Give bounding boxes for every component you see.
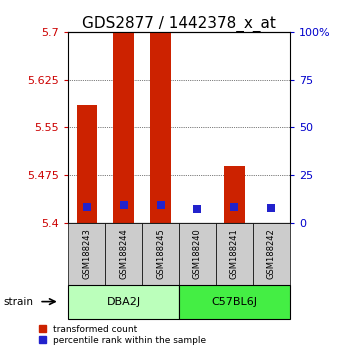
Legend: transformed count, percentile rank within the sample: transformed count, percentile rank withi…	[39, 325, 206, 345]
Title: GDS2877 / 1442378_x_at: GDS2877 / 1442378_x_at	[82, 16, 276, 32]
Text: strain: strain	[3, 297, 33, 307]
Point	[232, 204, 237, 210]
Point	[84, 204, 89, 210]
Bar	[253, 223, 290, 285]
Bar	[142, 223, 179, 285]
Bar	[224, 166, 244, 223]
Text: GSM188244: GSM188244	[119, 229, 128, 279]
Bar	[114, 32, 134, 223]
Text: GSM188243: GSM188243	[82, 229, 91, 279]
Text: GSM188240: GSM188240	[193, 229, 202, 279]
Text: GSM188241: GSM188241	[230, 229, 239, 279]
Bar	[150, 32, 171, 223]
Bar	[179, 285, 290, 319]
Point	[158, 202, 163, 208]
Bar	[76, 105, 97, 223]
Text: GSM188245: GSM188245	[156, 229, 165, 279]
Text: GSM188242: GSM188242	[267, 229, 276, 279]
Text: C57BL6J: C57BL6J	[211, 297, 257, 307]
Point	[195, 206, 200, 212]
Point	[269, 206, 274, 211]
Point	[121, 202, 127, 208]
Text: DBA2J: DBA2J	[106, 297, 141, 307]
Bar	[68, 285, 179, 319]
Bar	[105, 223, 142, 285]
Bar	[216, 223, 253, 285]
Bar	[68, 223, 105, 285]
Bar	[179, 223, 216, 285]
